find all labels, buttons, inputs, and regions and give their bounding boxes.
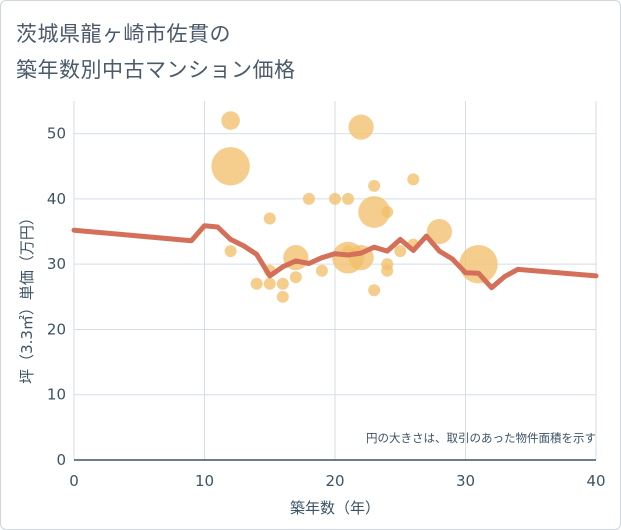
data-bubble [329,192,341,205]
y-tick-label: 40 [47,190,66,208]
bubbles [211,111,498,303]
y-tick-label: 30 [47,255,66,273]
y-tick-label: 50 [47,125,66,143]
data-bubble [459,244,498,284]
y-tick-label: 0 [56,451,66,469]
data-bubble [221,111,240,130]
x-tick-label: 0 [69,472,79,490]
chart-note: 円の大きさは、取引のあった物件面積を示す [366,431,596,445]
data-bubble [263,212,276,225]
x-tick-label: 30 [456,472,475,490]
data-bubble [263,277,276,290]
data-bubble [368,179,381,192]
axes: 0 10 20 30 40 0 10 20 30 40 50 [47,125,606,490]
data-bubble [289,271,302,284]
chart-title-line1: 茨城県龍ヶ崎市佐貫の [16,22,231,46]
y-axis-label: 坪（3.3㎡）単価（万円） [18,210,36,384]
data-bubble [224,245,237,258]
y-tick-label: 10 [47,386,66,404]
x-tick-label: 10 [195,472,214,490]
y-tick-label: 20 [47,320,66,338]
data-bubble [211,147,250,186]
data-bubble [407,173,420,186]
data-bubble [348,114,374,140]
x-tick-label: 20 [325,472,344,490]
data-bubble [315,264,328,277]
data-bubble [368,284,381,297]
trend-line [71,223,599,291]
trend-line-group [71,223,599,291]
x-tick-label: 40 [586,472,605,490]
data-bubble [394,245,407,258]
chart-title-line2: 築年数別中古マンション価格 [16,58,296,82]
data-bubble [276,290,289,303]
data-bubble [302,192,315,205]
data-bubble [358,196,391,228]
data-bubble [342,192,355,205]
data-bubble [276,277,289,290]
data-bubble [381,264,394,277]
x-axis-label: 築年数（年） [290,499,380,517]
data-bubble [426,218,452,245]
data-bubble [381,205,394,218]
data-bubble [250,277,263,290]
grid [73,101,597,461]
